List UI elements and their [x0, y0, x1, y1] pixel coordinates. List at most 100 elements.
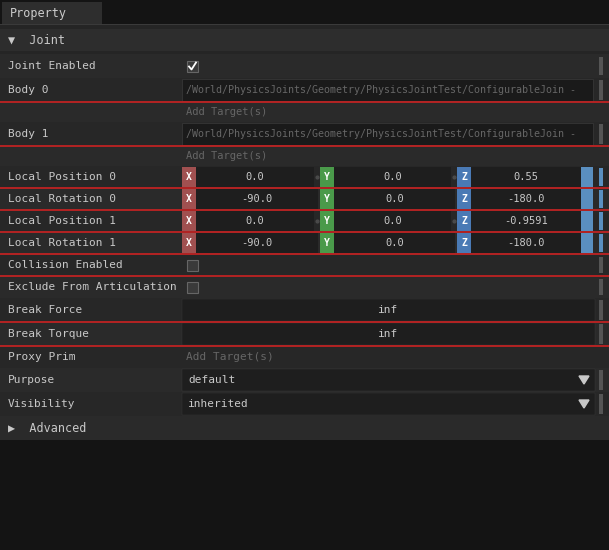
Bar: [457, 189, 471, 209]
Bar: [182, 123, 593, 145]
Text: -90.0: -90.0: [241, 238, 272, 248]
Bar: [0, 322, 609, 346]
Bar: [0, 298, 609, 322]
Bar: [196, 211, 314, 231]
Text: 0.0: 0.0: [245, 216, 264, 226]
Bar: [186, 282, 197, 293]
Bar: [182, 79, 593, 101]
Bar: [182, 299, 595, 321]
Bar: [182, 233, 196, 253]
Bar: [186, 60, 197, 72]
Bar: [334, 167, 451, 187]
Bar: [0, 392, 609, 416]
Text: inf: inf: [378, 305, 399, 315]
Bar: [0, 276, 609, 298]
Text: Exclude From Articulation: Exclude From Articulation: [8, 282, 177, 292]
Bar: [0, 210, 609, 232]
Bar: [0, 440, 609, 550]
Text: Break Torque: Break Torque: [8, 329, 89, 339]
Bar: [196, 233, 318, 253]
Bar: [599, 370, 603, 390]
Text: Z: Z: [462, 194, 467, 204]
Text: 0.55: 0.55: [513, 172, 539, 182]
Text: Local Position 0: Local Position 0: [8, 172, 116, 182]
Text: Y: Y: [324, 216, 329, 226]
Text: Add Target(s): Add Target(s): [186, 352, 274, 362]
Bar: [599, 190, 603, 208]
Bar: [0, 166, 609, 188]
Text: Y: Y: [324, 238, 329, 248]
Bar: [599, 124, 603, 144]
Bar: [0, 122, 609, 146]
Bar: [334, 211, 451, 231]
Text: -180.0: -180.0: [507, 194, 545, 204]
Bar: [581, 167, 593, 187]
Bar: [471, 211, 581, 231]
Bar: [196, 167, 314, 187]
Text: Joint Enabled: Joint Enabled: [8, 61, 96, 71]
Text: Y: Y: [324, 194, 329, 204]
Text: Local Position 1: Local Position 1: [8, 216, 116, 226]
Bar: [599, 394, 603, 414]
Text: X: X: [186, 172, 192, 182]
Bar: [0, 232, 609, 254]
Bar: [0, 254, 609, 276]
Bar: [182, 211, 196, 231]
Bar: [0, 54, 609, 78]
Text: Property: Property: [10, 7, 67, 19]
Text: ▶  Advanced: ▶ Advanced: [8, 421, 86, 434]
Bar: [320, 233, 334, 253]
Bar: [0, 188, 609, 210]
Text: Z: Z: [462, 238, 467, 248]
Bar: [320, 189, 334, 209]
Bar: [457, 233, 471, 253]
Bar: [471, 167, 581, 187]
Bar: [471, 189, 581, 209]
Text: X: X: [186, 194, 192, 204]
Text: Y: Y: [324, 172, 329, 182]
Text: Local Rotation 0: Local Rotation 0: [8, 194, 116, 204]
Bar: [0, 102, 609, 122]
Bar: [182, 189, 196, 209]
Text: Z: Z: [462, 172, 467, 182]
Bar: [0, 24, 609, 25]
Bar: [2, 2, 102, 24]
Bar: [0, 416, 609, 440]
Text: 0.0: 0.0: [385, 238, 404, 248]
Bar: [599, 257, 603, 273]
Text: 0.0: 0.0: [383, 172, 402, 182]
Text: Body 1: Body 1: [8, 129, 49, 139]
Bar: [320, 167, 334, 187]
Bar: [599, 80, 603, 100]
Polygon shape: [579, 400, 589, 408]
Text: -180.0: -180.0: [507, 238, 545, 248]
Bar: [182, 393, 595, 415]
Text: default: default: [188, 375, 235, 385]
Text: Add Target(s): Add Target(s): [186, 107, 267, 117]
Bar: [457, 211, 471, 231]
Bar: [182, 167, 196, 187]
Text: Z: Z: [462, 216, 467, 226]
Text: inherited: inherited: [188, 399, 248, 409]
Bar: [0, 346, 609, 368]
Bar: [182, 369, 595, 391]
Text: Body 0: Body 0: [8, 85, 49, 95]
Text: -90.0: -90.0: [241, 194, 272, 204]
Text: Collision Enabled: Collision Enabled: [8, 260, 123, 270]
Text: X: X: [186, 238, 192, 248]
Bar: [0, 78, 609, 102]
Bar: [334, 189, 456, 209]
Bar: [0, 29, 609, 51]
Bar: [581, 211, 593, 231]
Text: X: X: [186, 216, 192, 226]
Text: Break Force: Break Force: [8, 305, 82, 315]
Text: inf: inf: [378, 329, 399, 339]
Text: Local Rotation 1: Local Rotation 1: [8, 238, 116, 248]
Bar: [581, 233, 593, 253]
Bar: [599, 324, 603, 344]
Text: /World/PhysicsJoints/Geometry/PhysicsJointTest/ConfigurableJoin -: /World/PhysicsJoints/Geometry/PhysicsJoi…: [186, 129, 576, 139]
Text: 0.0: 0.0: [383, 216, 402, 226]
Text: Proxy Prim: Proxy Prim: [8, 352, 76, 362]
Text: -0.9591: -0.9591: [504, 216, 548, 226]
Text: Purpose: Purpose: [8, 375, 55, 385]
